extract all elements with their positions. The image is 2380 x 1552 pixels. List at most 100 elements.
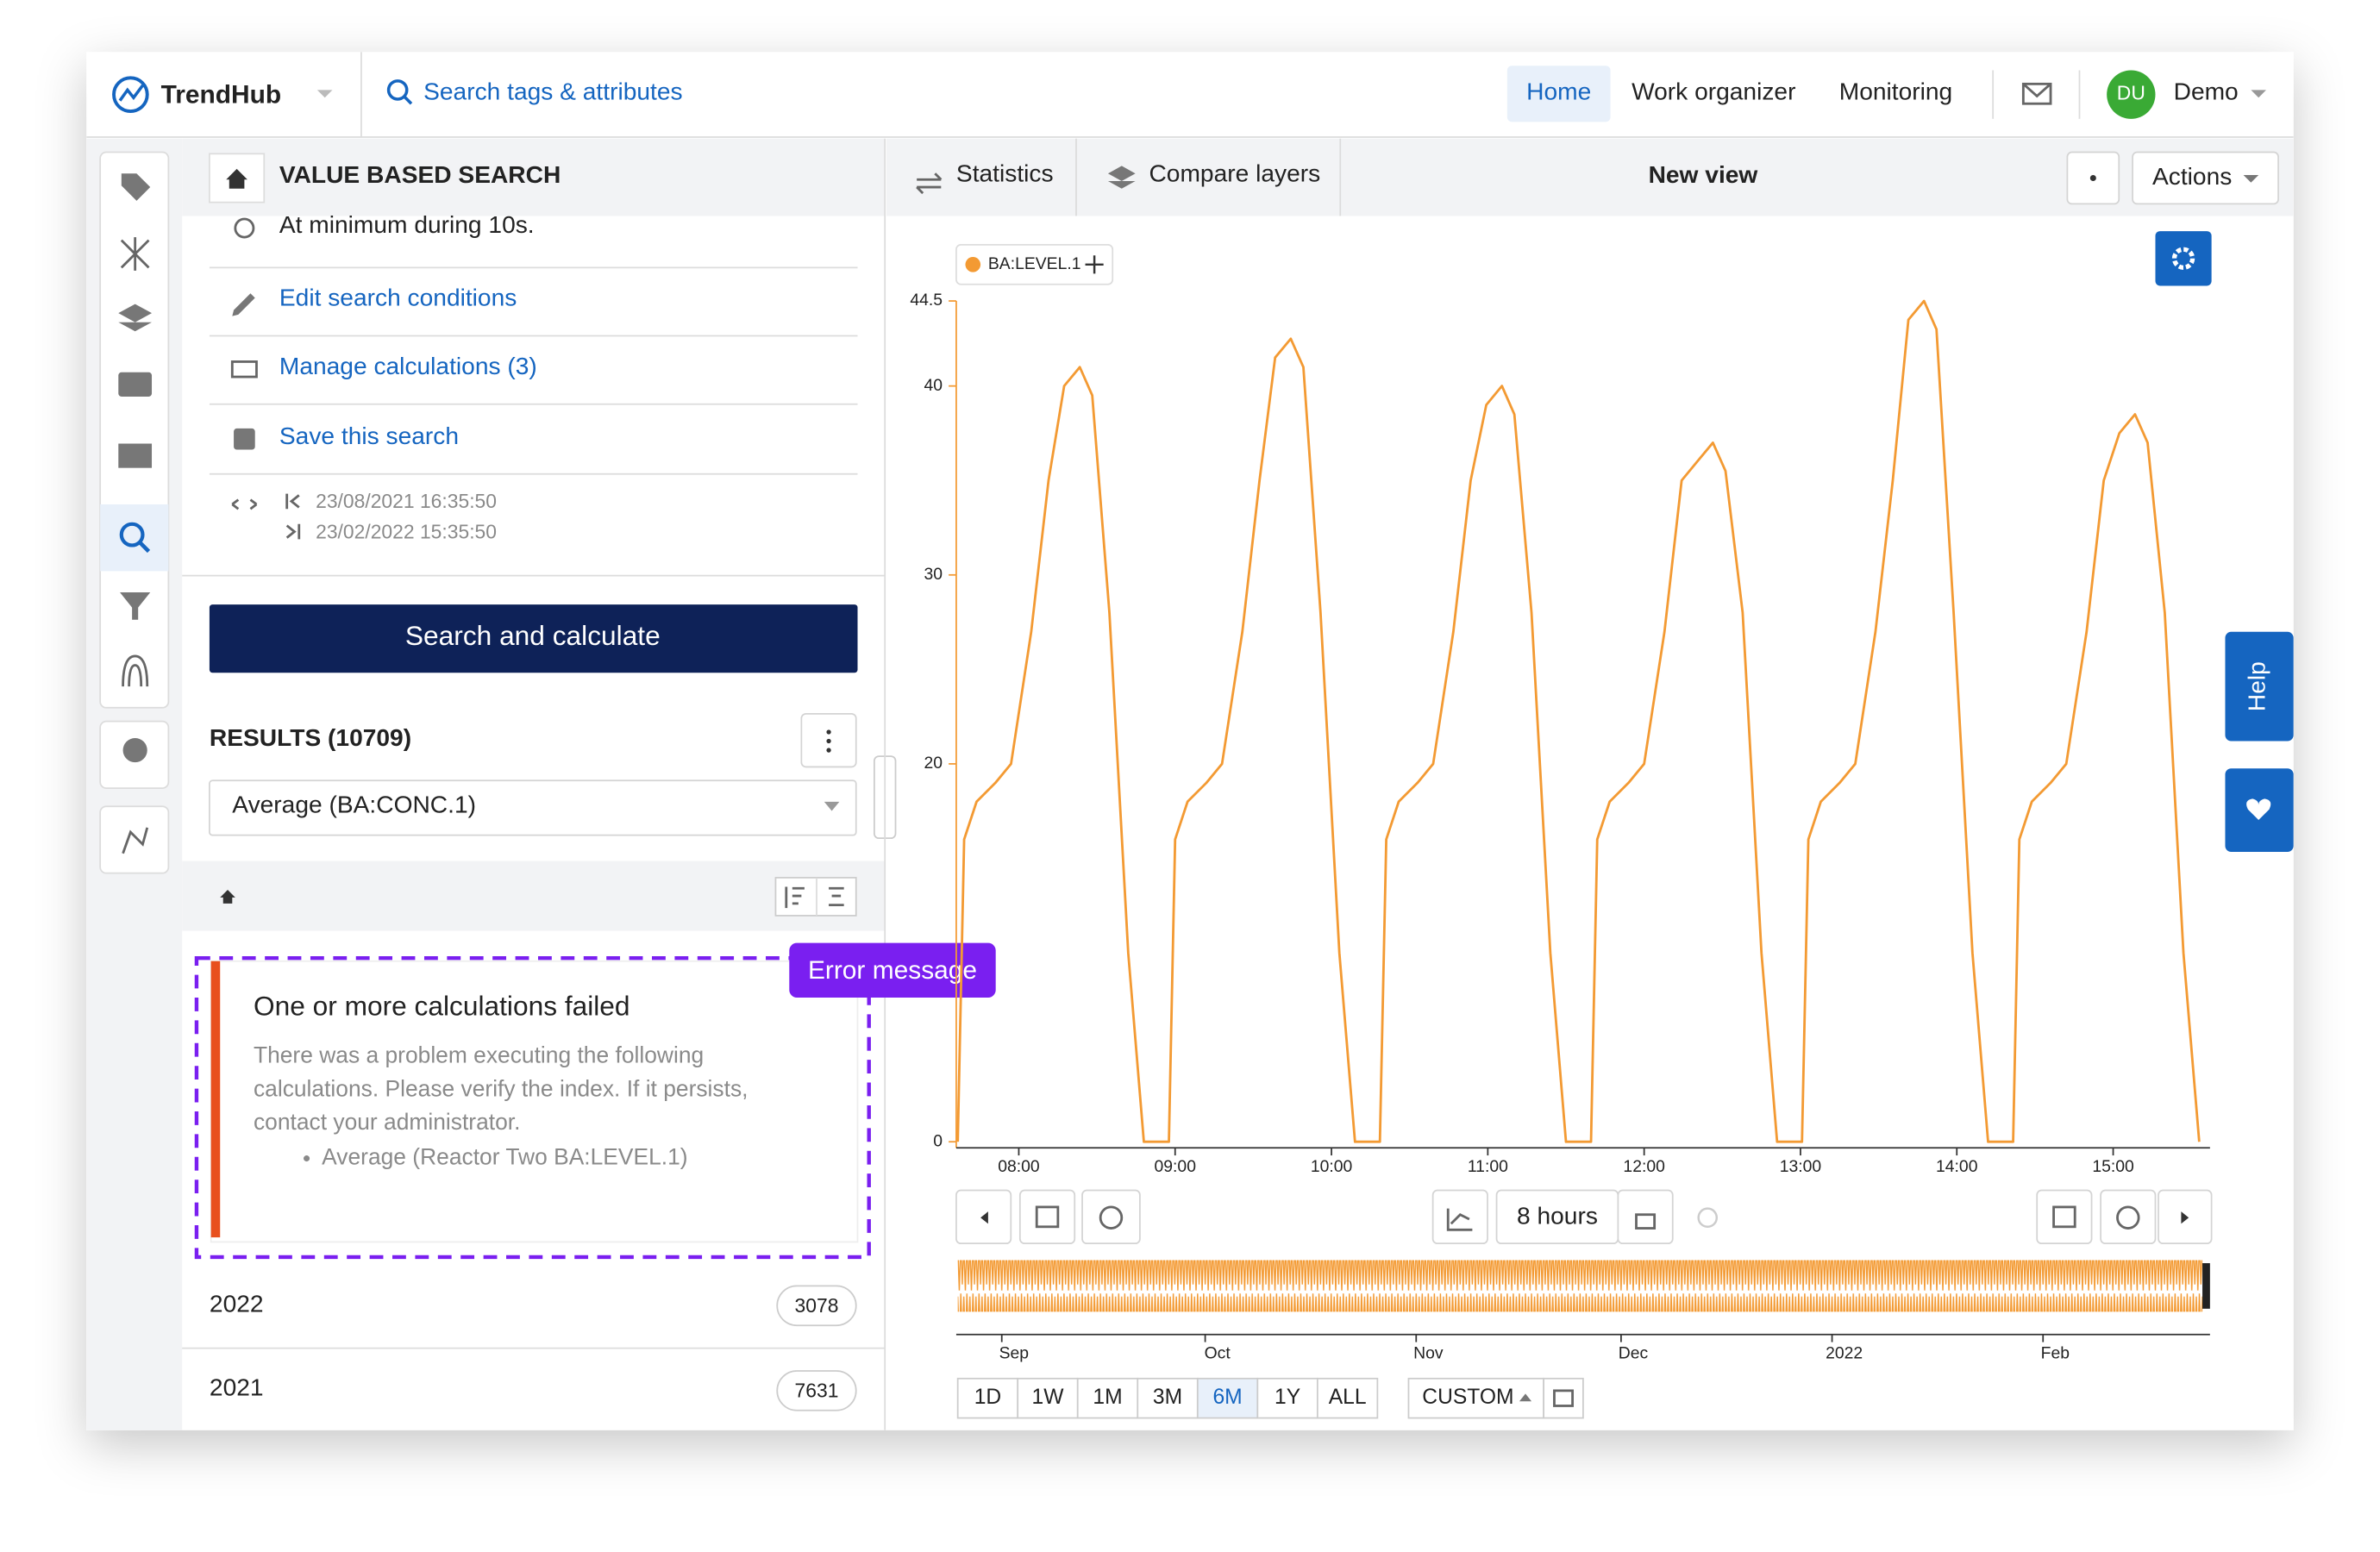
avatar-initials: DU xyxy=(2117,82,2145,104)
settings-button[interactable] xyxy=(2155,231,2212,286)
keyboard-icon xyxy=(230,360,258,379)
live-icon xyxy=(2089,174,2096,181)
bullet xyxy=(304,1155,310,1162)
sort-icon xyxy=(785,886,805,909)
panel-title: VALUE BASED SEARCH xyxy=(279,161,561,188)
avatar[interactable] xyxy=(2107,70,2156,119)
help-tab[interactable] xyxy=(2225,631,2294,742)
group-count: 3078 xyxy=(795,1294,839,1317)
layers-icon xyxy=(1107,166,1136,189)
error-tag-label: Error message xyxy=(808,956,977,985)
search-icon-handle xyxy=(402,95,413,105)
link[interactable]: Edit search conditions xyxy=(279,285,517,311)
overview-label: Dec xyxy=(1619,1344,1649,1363)
logo-text: TrendHub xyxy=(161,80,282,109)
dot xyxy=(826,738,831,744)
edit-icon xyxy=(232,293,255,316)
chart-type-icon xyxy=(1446,1208,1473,1231)
error-bar xyxy=(210,961,221,1238)
error-body: calculations. Please verify the index. I… xyxy=(254,1075,748,1101)
next-icon xyxy=(2181,1211,2189,1224)
error-title: One or more calculations failed xyxy=(254,991,630,1022)
y-tick-label: 40 xyxy=(924,376,943,395)
range-button[interactable] xyxy=(1076,1377,1139,1419)
range-button[interactable] xyxy=(1316,1377,1379,1419)
nav-link[interactable]: Work organizer xyxy=(1632,78,1795,104)
dot xyxy=(826,729,831,735)
statistics-tab[interactable]: Statistics xyxy=(956,160,1054,186)
range-label: 1W xyxy=(1032,1386,1065,1409)
start-icon xyxy=(285,493,300,510)
actions-button[interactable] xyxy=(2132,151,2279,205)
custom-button[interactable] xyxy=(1407,1377,1545,1419)
x-tick-label: 13:00 xyxy=(1780,1157,1822,1176)
fingerprint-icon[interactable] xyxy=(122,654,149,687)
time-button[interactable] xyxy=(1081,1189,1141,1245)
link[interactable]: Manage calculations (3) xyxy=(279,353,537,379)
range-button[interactable] xyxy=(1137,1377,1199,1419)
lock-button[interactable] xyxy=(1617,1189,1674,1245)
chart-type-button[interactable] xyxy=(1431,1189,1488,1245)
layers-icon[interactable] xyxy=(118,304,153,332)
rail-active xyxy=(100,504,169,572)
idea-icon[interactable] xyxy=(122,737,147,763)
compare-tab[interactable]: Compare layers xyxy=(1149,160,1320,186)
y-tick-label: 0 xyxy=(933,1131,943,1150)
group-label[interactable]: 2021 xyxy=(210,1374,264,1401)
x-tick-label: 08:00 xyxy=(998,1157,1040,1176)
nav-link[interactable]: Monitoring xyxy=(1839,78,1952,104)
heart-icon xyxy=(2246,798,2271,821)
logo-caret[interactable] xyxy=(316,90,333,98)
tag-icon[interactable] xyxy=(121,173,151,201)
graph-icon[interactable] xyxy=(122,827,149,854)
lock-icon xyxy=(1635,1213,1657,1230)
date-start: 23/08/2021 16:35:50 xyxy=(316,490,497,512)
search-rail-icon[interactable] xyxy=(119,522,145,548)
group-label[interactable]: 2022 xyxy=(210,1291,264,1317)
dashboard-icon[interactable] xyxy=(118,443,153,468)
custom-edit[interactable] xyxy=(1543,1377,1584,1419)
overview-label: Sep xyxy=(999,1344,1029,1363)
legend-label: BA:LEVEL.1 xyxy=(988,254,1081,273)
custom-label: CUSTOM xyxy=(1422,1386,1513,1409)
range-button[interactable] xyxy=(1256,1377,1318,1419)
user-caret[interactable] xyxy=(2251,90,2266,98)
y-tick-label: 30 xyxy=(924,565,943,584)
y-tick-label: 20 xyxy=(924,754,943,773)
overview-handle[interactable] xyxy=(2202,1263,2210,1309)
range-label: 6M xyxy=(1212,1386,1242,1409)
mail-icon[interactable] xyxy=(2021,82,2052,105)
range-button[interactable] xyxy=(956,1377,1019,1419)
range-button[interactable] xyxy=(1017,1377,1079,1419)
calc-select[interactable] xyxy=(209,779,857,836)
help-label: Help xyxy=(2244,661,2270,711)
search-button[interactable] xyxy=(209,604,858,673)
custom-caret xyxy=(1519,1393,1532,1402)
x-tick-label: 11:00 xyxy=(1468,1157,1508,1176)
calendar-button[interactable] xyxy=(2036,1189,2093,1245)
calc-icon[interactable] xyxy=(120,237,150,271)
user-name[interactable]: Demo xyxy=(2174,78,2239,104)
x-tick-label: 09:00 xyxy=(1155,1157,1197,1176)
error-item: Average (Reactor Two BA:LEVEL.1) xyxy=(322,1144,687,1170)
error-body: contact your administrator. xyxy=(254,1109,521,1135)
search-input[interactable]: Search tags & attributes xyxy=(423,78,683,104)
search-rail-handle xyxy=(138,541,151,554)
chart-controls: 8 hours CUSTOM Help xyxy=(955,631,2294,1419)
x-tick-label: 10:00 xyxy=(1311,1157,1353,1176)
stats-icon xyxy=(916,172,943,195)
link[interactable]: Save this search xyxy=(279,422,459,449)
group-count: 7631 xyxy=(795,1380,839,1402)
tree-home[interactable] xyxy=(220,890,235,904)
overview-series xyxy=(957,1260,2203,1312)
comment-icon[interactable] xyxy=(118,372,153,397)
calc-select-value: Average (BA:CONC.1) xyxy=(232,792,476,818)
range-label: ALL xyxy=(1329,1386,1367,1409)
clock-icon xyxy=(2116,1205,2140,1230)
nav-link[interactable]: Home xyxy=(1526,78,1591,104)
filter-icon[interactable] xyxy=(120,592,151,620)
calendar-button[interactable] xyxy=(1018,1189,1076,1245)
legend-box[interactable] xyxy=(955,244,1114,285)
time-button[interactable] xyxy=(2100,1189,2157,1245)
